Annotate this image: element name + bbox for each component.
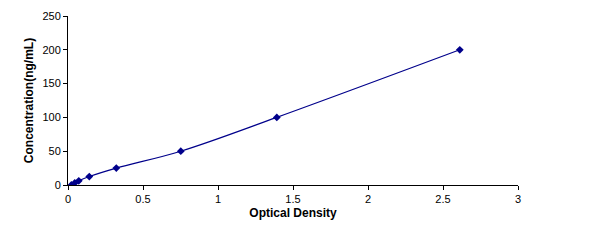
svg-text:2: 2 bbox=[365, 193, 371, 205]
svg-text:0: 0 bbox=[55, 179, 61, 191]
svg-text:2.5: 2.5 bbox=[435, 193, 450, 205]
svg-text:3: 3 bbox=[515, 193, 521, 205]
svg-text:50: 50 bbox=[49, 145, 61, 157]
svg-text:1: 1 bbox=[215, 193, 221, 205]
svg-text:Concentration(ng/mL): Concentration(ng/mL) bbox=[22, 38, 36, 163]
svg-text:150: 150 bbox=[42, 77, 60, 89]
svg-text:1.5: 1.5 bbox=[285, 193, 300, 205]
svg-text:250: 250 bbox=[42, 10, 60, 22]
svg-text:0: 0 bbox=[65, 193, 71, 205]
svg-text:Optical Density: Optical Density bbox=[249, 206, 337, 220]
svg-text:100: 100 bbox=[42, 111, 60, 123]
svg-text:200: 200 bbox=[42, 44, 60, 56]
svg-text:0.5: 0.5 bbox=[135, 193, 150, 205]
